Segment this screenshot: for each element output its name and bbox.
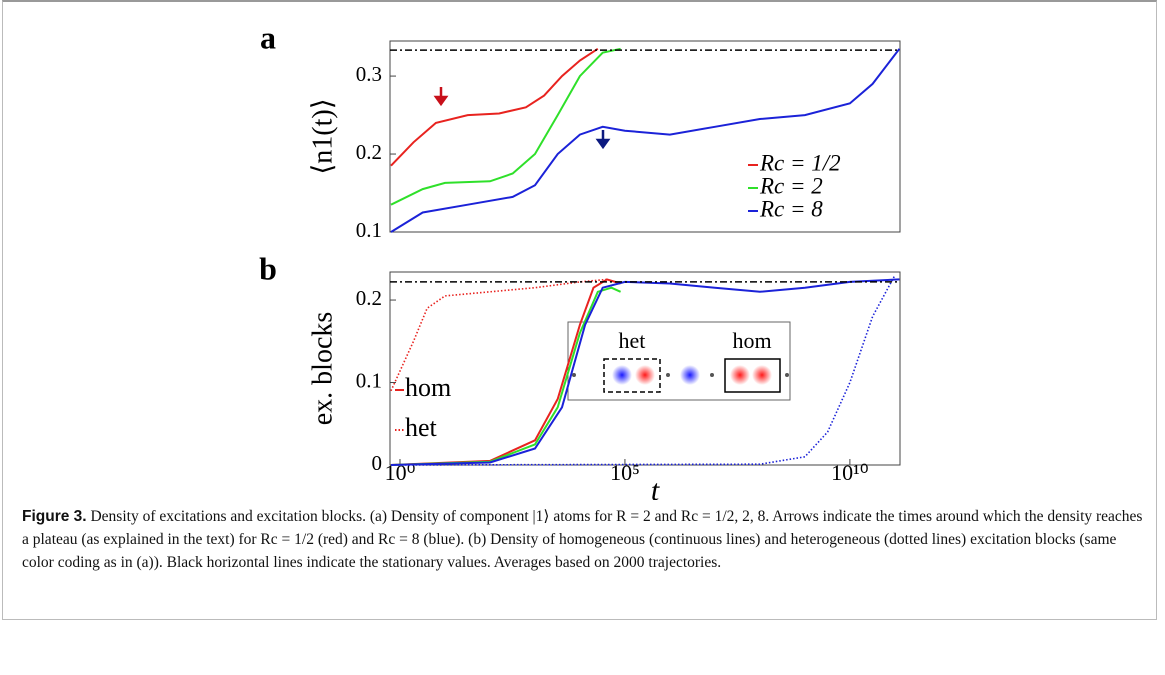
x-axis-label: t bbox=[651, 474, 660, 500]
y-tick-label: 0.1 bbox=[356, 368, 382, 392]
inset-label: het bbox=[619, 328, 646, 353]
y-tick-label: 0.3 bbox=[356, 62, 382, 86]
caption-label: Figure 3. bbox=[22, 508, 87, 525]
inset: het hom bbox=[567, 321, 791, 401]
figure: het hom a ⟨n1(t)⟩ 0.1 0.2 0.3 Rc = 1/2Rc = 2R… bbox=[259, 19, 901, 500]
caption-text: Density of excitations and excitation bl… bbox=[22, 508, 1143, 571]
legend-label: het bbox=[405, 413, 438, 442]
series-line bbox=[390, 278, 608, 392]
series-line bbox=[390, 47, 621, 206]
y-tick-label: 0.2 bbox=[356, 286, 382, 310]
series-line bbox=[390, 278, 900, 466]
inset-label: hom bbox=[732, 328, 771, 353]
y-axis-label: ⟨n1(t)⟩ bbox=[307, 98, 338, 174]
frame bbox=[2, 0, 1157, 620]
panel-label: a bbox=[260, 19, 276, 55]
legend-label: hom bbox=[405, 373, 451, 402]
legend-label: Rc = 2 bbox=[759, 173, 823, 198]
series-line bbox=[390, 48, 901, 233]
y-tick-label: 0.2 bbox=[356, 140, 382, 164]
legend-label: Rc = 8 bbox=[759, 196, 823, 221]
arrow bbox=[433, 87, 449, 107]
arrow bbox=[595, 130, 611, 150]
caption: Figure 3. Density of excitations and exc… bbox=[22, 505, 1147, 574]
x-tick-label: 10⁵ bbox=[610, 460, 640, 485]
x-tick-label: 10¹⁰ bbox=[831, 460, 869, 485]
legend-label: Rc = 1/2 bbox=[759, 150, 841, 175]
plot-frame bbox=[389, 271, 901, 466]
series-line bbox=[390, 47, 599, 167]
series-line bbox=[390, 274, 896, 466]
y-tick-label: 0.1 bbox=[356, 218, 382, 242]
y-tick-label: 0 bbox=[372, 451, 383, 475]
series-line bbox=[390, 286, 622, 466]
panel-label: b bbox=[259, 250, 277, 286]
y-axis-label: ex. blocks bbox=[307, 312, 338, 426]
series-line bbox=[390, 278, 621, 466]
plot-frame bbox=[389, 40, 901, 233]
